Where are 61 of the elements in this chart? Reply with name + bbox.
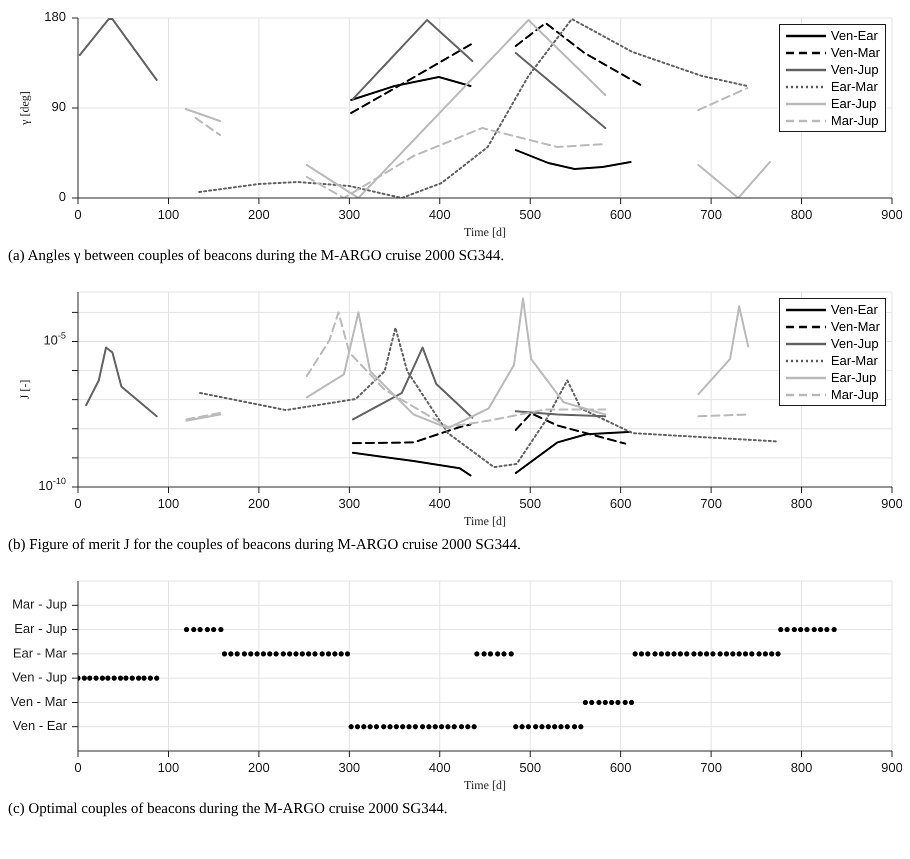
x-tick-label: 800 xyxy=(790,760,812,776)
legend-label: Ven-Mar xyxy=(830,318,880,335)
x-tick-label: 600 xyxy=(610,496,632,512)
legend-label: Ear-Jup xyxy=(830,369,876,386)
y-tick-label: Mar - Jup xyxy=(12,596,67,612)
legend-label: Ven-Ear xyxy=(830,27,878,44)
x-tick-label: 400 xyxy=(428,207,451,222)
legend-label: Ear-Mar xyxy=(830,352,878,369)
x-tick-label: 0 xyxy=(74,496,82,512)
x-tick-label: 500 xyxy=(519,207,542,222)
x-tick-label: 800 xyxy=(790,496,812,512)
x-tick-label: 300 xyxy=(338,496,360,512)
x-tick-label: 200 xyxy=(248,760,270,776)
x-tick-label: 0 xyxy=(74,760,82,776)
legend-label: Mar-Jup xyxy=(830,112,879,129)
y-tick-label: Ear - Mar xyxy=(12,645,68,660)
x-tick-label: 500 xyxy=(519,496,542,512)
y-tick-label: Ven - Ear xyxy=(12,718,68,734)
legend-label: Ear-Mar xyxy=(830,78,878,95)
legend-label: Ven-Mar xyxy=(830,44,880,61)
y-axis-title: J [-] xyxy=(17,380,32,400)
y-tick-label: 10$^{-10}$ xyxy=(38,476,66,494)
y-tick-label: 10$^{-5}$ xyxy=(43,330,66,348)
y-tick-label: 0 xyxy=(58,189,66,204)
x-tick-label: 400 xyxy=(428,496,451,512)
legend-label: Ear-Jup xyxy=(830,95,876,112)
text: (a) Angles γ between couples of beacons during the M-ARGO cruise 2000 SG344. xyxy=(8,247,506,266)
x-tick-label: 100 xyxy=(158,760,180,776)
legend-label: Mar-Jup xyxy=(830,386,879,403)
y-tick-label: Ven - Jup xyxy=(12,670,67,685)
legend-label: Ven-Jup xyxy=(830,61,879,78)
x-tick-label: 900 xyxy=(881,207,903,222)
y-tick-label: 90 xyxy=(52,99,66,114)
x-axis-title: Time [d] xyxy=(464,514,506,528)
x-tick-label: 900 xyxy=(881,760,903,776)
y-axis-title: γ [deg] xyxy=(17,91,32,126)
legend-label: Ven-Jup xyxy=(830,335,879,352)
x-tick-label: 700 xyxy=(700,207,722,222)
text: (c) Optimal couples of beacons during the M-ARGO cruise 2000 SG344. xyxy=(8,800,448,819)
y-tick-label: 180 xyxy=(44,9,66,24)
y-tick-label: Ear - Jup xyxy=(14,621,67,636)
x-tick-label: 0 xyxy=(74,207,82,222)
x-tick-label: 500 xyxy=(519,760,542,776)
x-tick-label: 200 xyxy=(248,496,270,512)
x-axis-title: Time [d] xyxy=(464,225,506,239)
y-tick-label: Ven - Mar xyxy=(10,694,68,709)
x-axis-title: Time [d] xyxy=(464,778,506,792)
x-tick-label: 900 xyxy=(881,496,903,512)
x-tick-label: 700 xyxy=(700,496,722,512)
x-tick-label: 300 xyxy=(338,207,360,222)
x-tick-label: 700 xyxy=(700,760,722,776)
x-tick-label: 600 xyxy=(610,207,632,222)
x-tick-label: 300 xyxy=(338,760,360,776)
x-tick-label: 100 xyxy=(158,207,180,222)
x-tick-label: 200 xyxy=(248,207,270,222)
legend-label: Ven-Ear xyxy=(830,301,878,318)
x-tick-label: 600 xyxy=(610,760,632,776)
x-tick-label: 400 xyxy=(428,760,451,776)
text: (b) Figure of merit J for the couples of beacons during M-ARGO cruise 2000 SG344. xyxy=(8,536,522,555)
x-tick-label: 800 xyxy=(790,207,812,222)
x-tick-label: 100 xyxy=(158,496,180,512)
